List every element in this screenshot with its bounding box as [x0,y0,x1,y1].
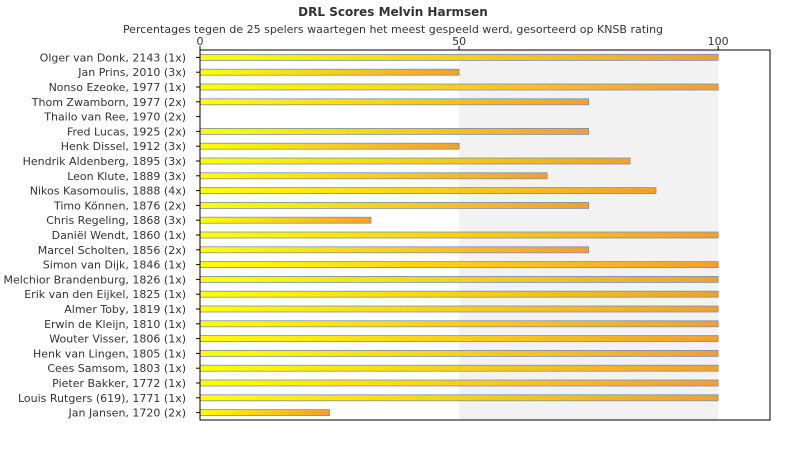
category-label: Chris Regeling, 1868 (3x) [46,214,186,227]
bar [199,142,460,150]
category-label: Erwin de Kleijn, 1810 (1x) [44,318,186,331]
bar [199,246,590,254]
bar [199,275,719,283]
bar [199,320,719,328]
category-label: Thailo van Ree, 1970 (2x) [43,111,186,124]
category-labels: Olger van Donk, 2143 (1x) Jan Prins, 2010… [4,51,200,420]
bar [199,98,590,106]
bars-layer [199,54,719,417]
category-label: Cees Samsom, 1803 (1x) [47,362,186,375]
x-tick-label: 100 [708,35,729,48]
bar [199,187,657,195]
bar [199,68,460,76]
category-label: Simon van Dijk, 1846 (1x) [43,259,186,272]
category-label: Olger van Donk, 2143 (1x) [40,51,186,64]
bar [199,335,719,343]
category-label: Henk van Lingen, 1805 (1x) [33,347,186,360]
category-label: Fred Lucas, 1925 (2x) [67,125,186,138]
category-label: Nikos Kasomoulis, 1888 (4x) [30,185,186,198]
bar [199,394,719,402]
chart-subtitle: Percentages tegen de 25 spelers waartege… [123,23,663,36]
x-tick-label: 50 [452,35,466,48]
bar [199,261,719,269]
chart-title: DRL Scores Melvin Harmsen [298,5,488,19]
bar [199,409,330,417]
bar [199,172,548,180]
x-axis-ticks: 0 50 100 [197,35,729,50]
bar [199,290,719,298]
category-label: Henk Dissel, 1912 (3x) [61,140,186,153]
bar [199,305,719,313]
bar [199,364,719,372]
category-label: Nonso Ezeoke, 1977 (1x) [49,81,186,94]
category-label: Daniël Wendt, 1860 (1x) [52,229,186,242]
category-label: Timo Können, 1876 (2x) [53,199,186,212]
bar [199,379,719,387]
x-tick-label: 0 [197,35,204,48]
category-label: Louis Rutgers (619), 1771 (1x) [18,392,186,405]
bar [199,201,590,209]
category-label: Leon Klute, 1889 (3x) [67,170,186,183]
bar [199,83,719,91]
plot-frame [199,49,771,421]
bar [199,127,590,135]
category-label: Melchior Brandenburg, 1826 (1x) [4,273,186,286]
bar [199,231,719,239]
category-label: Jan Jansen, 1720 (2x) [68,407,186,420]
category-label: Erik van den Eijkel, 1825 (1x) [24,288,186,301]
category-label: Almer Toby, 1819 (1x) [64,303,186,316]
category-label: Jan Prins, 2010 (3x) [77,66,186,79]
category-label: Wouter Visser, 1806 (1x) [49,333,186,346]
category-label: Hendrik Aldenberg, 1895 (3x) [23,155,186,168]
category-label: Thom Zwamborn, 1977 (2x) [31,96,186,109]
category-label: Pieter Bakker, 1772 (1x) [52,377,186,390]
bar [199,216,372,224]
bar [199,157,631,165]
category-label: Marcel Scholten, 1856 (2x) [38,244,186,257]
bar [199,54,719,61]
bar [199,349,719,357]
